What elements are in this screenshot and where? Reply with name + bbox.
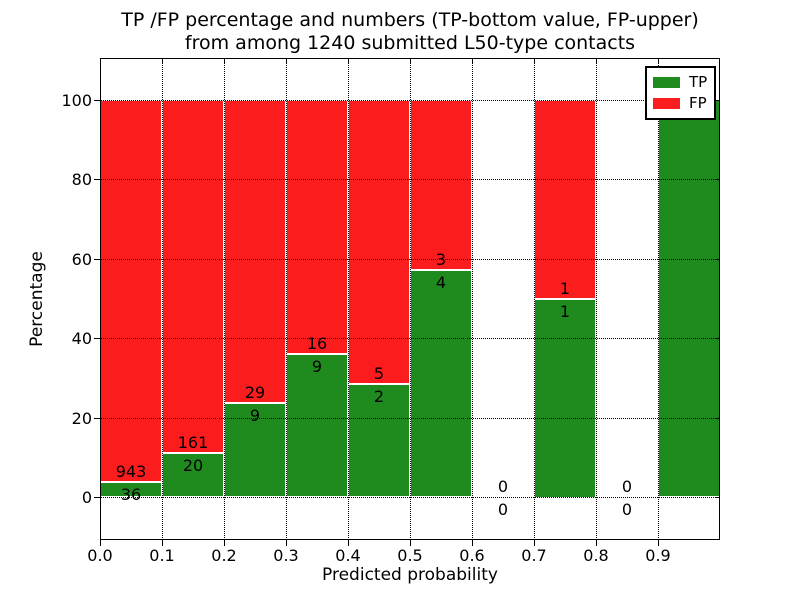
- bar-count-fp: 0: [497, 477, 509, 496]
- gridline-vertical: [410, 58, 411, 540]
- legend-label-tp: TP: [689, 73, 708, 91]
- y-tick-mark-right: [715, 497, 720, 498]
- bar-count-tp: 9: [311, 357, 323, 376]
- bar-segment-fp: [286, 100, 348, 354]
- bar-segment-tp: [534, 299, 596, 498]
- y-tick-mark-right: [715, 338, 720, 339]
- gridline-vertical: [534, 58, 535, 540]
- y-axis-label: Percentage: [27, 251, 47, 347]
- y-tick-mark-right: [715, 100, 720, 101]
- y-tick-label: 80: [71, 170, 92, 189]
- x-tick-mark-top: [472, 59, 473, 63]
- x-tick-mark-top: [162, 59, 163, 63]
- x-tick-mark-top: [534, 59, 535, 63]
- x-tick-mark-top: [658, 59, 659, 63]
- y-tick-mark: [94, 497, 100, 498]
- x-tick-label: 0.0: [87, 546, 113, 565]
- x-tick-label: 0.6: [459, 546, 485, 565]
- chart-title: TP /FP percentage and numbers (TP-bottom…: [100, 9, 720, 55]
- x-tick-mark-top: [410, 59, 411, 63]
- x-tick-mark-top: [596, 59, 597, 63]
- x-tick-label: 0.1: [149, 546, 175, 565]
- bar-segment-fp: [534, 100, 596, 299]
- gridline-vertical: [286, 58, 287, 540]
- legend-row-tp: TP: [653, 73, 707, 92]
- x-tick-label: 0.5: [397, 546, 423, 565]
- x-tick-mark-top: [224, 59, 225, 63]
- bar-count-fp: 16: [306, 334, 328, 353]
- gridline-vertical: [348, 58, 349, 540]
- y-tick-mark-right: [715, 259, 720, 260]
- gridline-vertical: [224, 58, 225, 540]
- legend-row-fp: FP: [653, 94, 707, 113]
- bar-count-fp: 3: [435, 250, 447, 269]
- y-tick-label: 60: [71, 250, 92, 269]
- legend: TP FP: [645, 66, 717, 120]
- legend-label-fp: FP: [689, 94, 707, 112]
- y-tick-mark: [94, 179, 100, 180]
- bar-count-fp: 5: [373, 364, 385, 383]
- gridline-vertical: [162, 58, 163, 540]
- y-tick-label: 0: [81, 488, 92, 507]
- x-tick-label: 0.9: [645, 546, 671, 565]
- gridline-vertical: [472, 58, 473, 540]
- x-tick-mark: [658, 540, 659, 546]
- bar-count-tp: 4: [435, 273, 447, 292]
- plot-border: [100, 58, 720, 540]
- x-tick-mark-top: [100, 59, 101, 63]
- bar-segment-tp: [348, 384, 410, 497]
- x-tick-mark: [162, 540, 163, 546]
- x-tick-mark-top: [286, 59, 287, 63]
- x-tick-label: 0.3: [273, 546, 299, 565]
- bar-segment-fp: [410, 100, 472, 270]
- y-tick-mark: [94, 338, 100, 339]
- bar-count-fp: 29: [244, 383, 266, 402]
- y-tick-mark: [94, 418, 100, 419]
- bar-count-fp: 0: [621, 477, 633, 496]
- legend-swatch-tp: [653, 77, 680, 88]
- bar-count-fp: 1: [559, 279, 571, 298]
- bar-count-fp: 161: [177, 433, 209, 452]
- bar-segment-tp: [658, 100, 720, 497]
- y-tick-mark-right: [715, 418, 720, 419]
- x-axis-label: Predicted probability: [322, 565, 498, 585]
- y-tick-mark-right: [715, 179, 720, 180]
- bar-count-tp: 1: [559, 302, 571, 321]
- x-tick-mark: [348, 540, 349, 546]
- x-tick-label: 0.8: [583, 546, 609, 565]
- bar-count-tp: 2: [373, 387, 385, 406]
- x-tick-mark: [596, 540, 597, 546]
- x-tick-mark: [410, 540, 411, 546]
- y-tick-label: 20: [71, 409, 92, 428]
- x-tick-label: 0.2: [211, 546, 237, 565]
- x-tick-mark: [534, 540, 535, 546]
- x-tick-mark-top: [348, 59, 349, 63]
- bar-count-tp: 20: [182, 456, 204, 475]
- x-tick-mark: [286, 540, 287, 546]
- gridline-vertical: [658, 58, 659, 540]
- x-tick-label: 0.7: [521, 546, 547, 565]
- x-tick-mark: [224, 540, 225, 546]
- chart-title-line1: TP /FP percentage and numbers (TP-bottom…: [121, 9, 699, 31]
- x-tick-mark: [100, 540, 101, 546]
- bar-count-tp: 0: [621, 500, 633, 519]
- x-tick-mark: [472, 540, 473, 546]
- chart-title-line2: from among 1240 submitted L50-type conta…: [184, 32, 636, 54]
- bar-count-tp: 9: [249, 406, 261, 425]
- bar-count-fp: 943: [115, 462, 147, 481]
- y-tick-label: 100: [61, 91, 92, 110]
- y-tick-mark: [94, 259, 100, 260]
- legend-swatch-fp: [653, 98, 680, 109]
- gridline-vertical: [596, 58, 597, 540]
- x-tick-label: 0.4: [335, 546, 361, 565]
- y-tick-mark: [94, 100, 100, 101]
- bar-count-tp: 0: [497, 500, 509, 519]
- bar-count-tp: 36: [120, 485, 142, 504]
- y-tick-label: 40: [71, 329, 92, 348]
- bar-segment-tp: [286, 354, 348, 497]
